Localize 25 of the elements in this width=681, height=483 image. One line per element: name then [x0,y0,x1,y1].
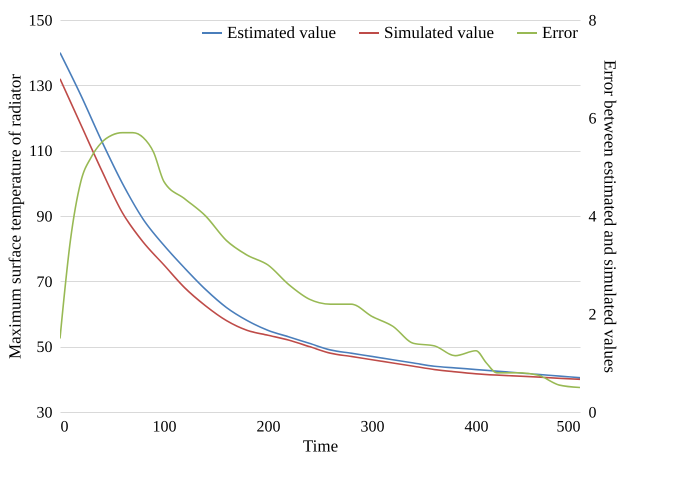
y-tick-label: 110 [29,143,52,160]
x-axis-title: Time [302,436,338,456]
x-tick-label: 100 [152,418,176,436]
legend-label: Error [542,23,578,42]
y-tick-label: 150 [28,12,52,30]
y2-tick-label: 4 [588,208,596,226]
y-tick-label: 30 [36,404,52,422]
y2-axis-title: Error between estimated and simulated values [600,60,620,373]
x-tick-label: 0 [60,418,68,436]
y-tick-label: 70 [36,274,52,291]
y-tick-label: 130 [28,78,52,95]
x-tick-label: 300 [360,418,384,436]
y-tick-label: 90 [36,208,52,226]
legend-label: Estimated value [227,23,336,42]
x-tick-label: 400 [464,418,488,436]
x-tick-label: 200 [256,418,280,436]
y2-tick-label: 6 [588,110,596,128]
y2-tick-label: 8 [588,12,596,30]
legend-label: Simulated value [384,23,494,42]
y-tick-label: 50 [36,339,52,356]
y2-tick-label: 2 [588,306,596,324]
y-axis-title: Maximum surface temperature of radiator [6,74,24,360]
line-series [60,132,580,388]
y2-tick-label: 0 [588,404,596,422]
x-tick-label: 500 [556,418,580,436]
